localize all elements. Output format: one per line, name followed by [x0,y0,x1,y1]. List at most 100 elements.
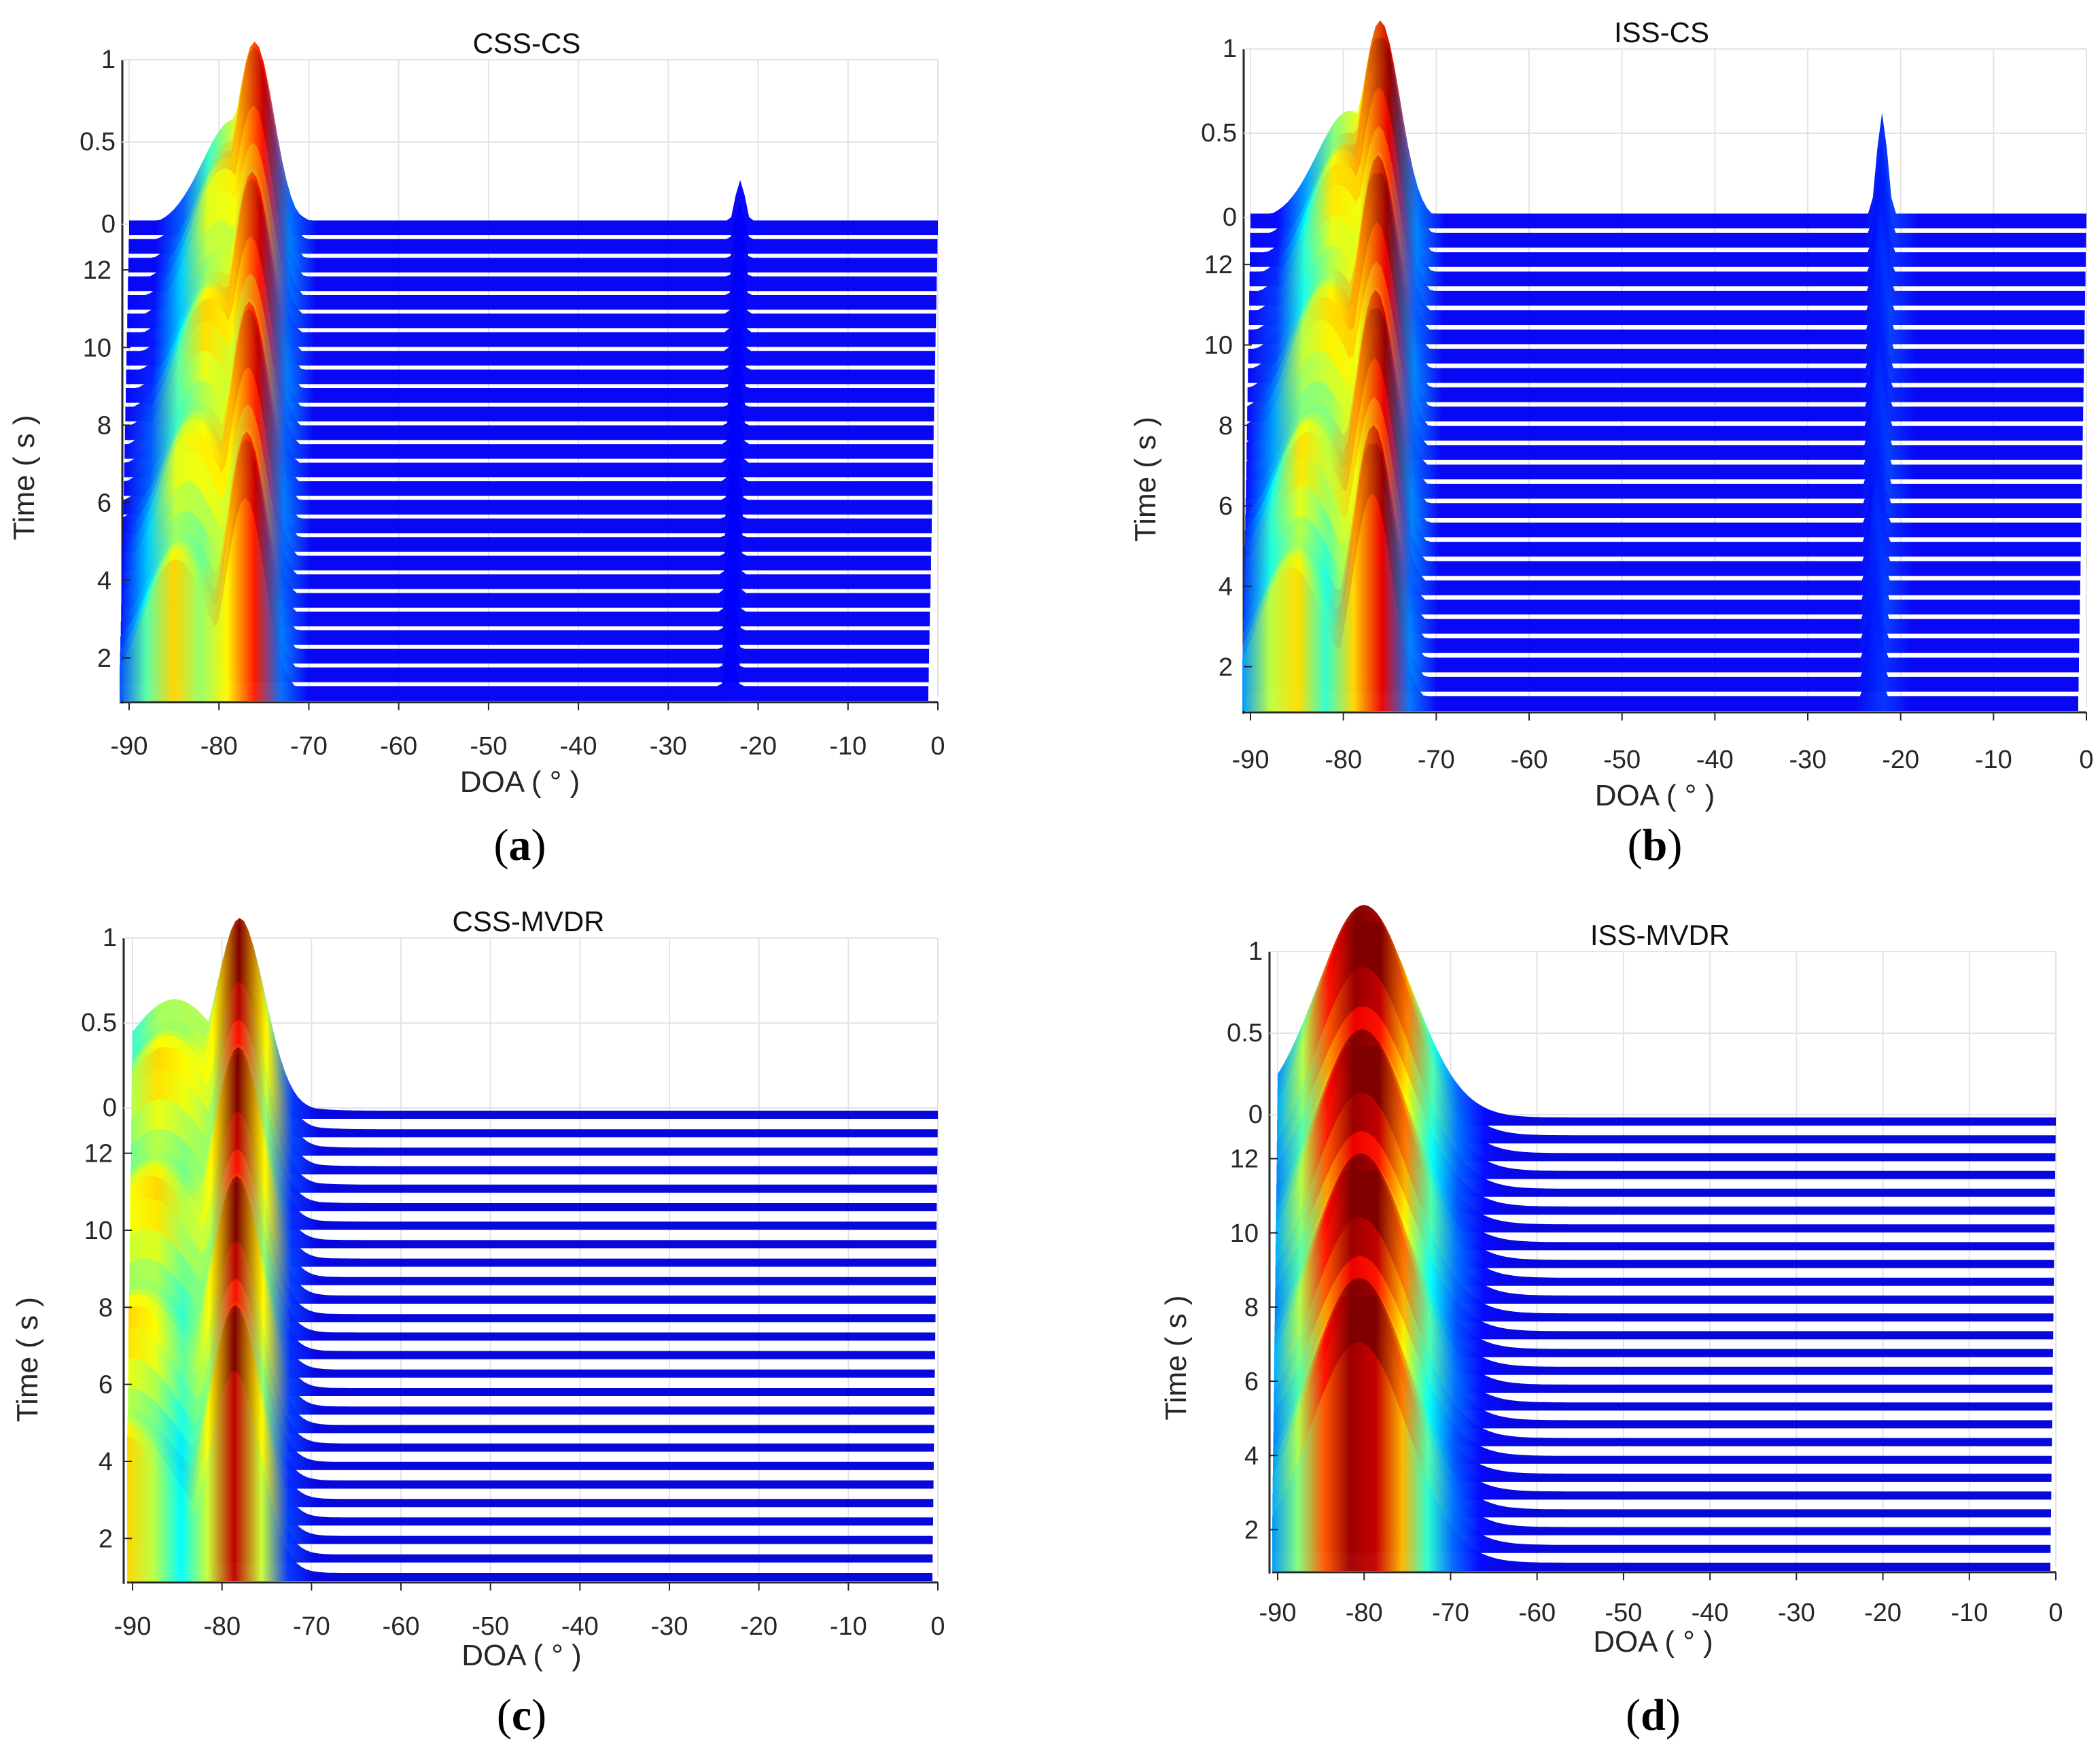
surface-slice [120,497,928,701]
x-tick-label: -90 [114,1612,152,1641]
y-tick-label: 4 [99,1448,113,1476]
x-tick-label: -50 [470,732,507,761]
x-tick-label: -50 [1603,746,1641,774]
x-tick-label: -50 [1605,1599,1642,1627]
surface-slice [1247,192,2084,421]
z-tick-label: 0.5 [1227,1019,1263,1047]
x-tick-label: -40 [1696,746,1734,774]
surface-slice [127,1371,932,1581]
caption-open-paren: ( [1628,820,1643,870]
chart-title: CSS-MVDR [452,905,604,937]
surface-slice [1243,424,2080,653]
caption-letter: c [512,1690,531,1740]
surface-slice [1245,308,2082,538]
x-tick-label: 0 [930,1612,945,1641]
x-tick-label: 0 [930,732,945,761]
y-tick-label: 4 [1244,1442,1259,1470]
z-tick-label: 0 [1223,203,1237,232]
z-tick-label: 0 [101,210,116,239]
y-tick-label: 2 [1219,653,1233,682]
y-tick-label: 10 [84,1217,113,1245]
surface [120,41,938,701]
x-tick-label: -90 [111,732,148,761]
y-tick-label: 2 [1244,1516,1259,1544]
y-tick-label: 10 [1204,332,1233,360]
caption-open-paren: ( [497,1690,512,1740]
y-axis-label: Time ( s ) [7,415,41,540]
y-tick-label: 6 [99,1371,113,1400]
y-tick-label: 2 [99,1525,113,1553]
z-tick-label: 1 [1248,937,1263,966]
caption-close-paren: ) [531,1690,546,1740]
surface-slice [1242,463,2079,692]
x-tick-label: -70 [293,1612,330,1641]
y-tick-label: 12 [83,256,111,285]
x-tick-label: -10 [830,1612,867,1641]
x-tick-label: -40 [561,1612,599,1641]
y-axis-label: Time ( s ) [11,1297,44,1422]
surface [1242,20,2086,711]
z-tick-label: 0 [1248,1100,1263,1129]
x-tick-label: -40 [560,732,597,761]
x-tick-label: -80 [1325,746,1362,774]
surface [127,918,938,1581]
x-tick-label: -20 [1882,746,1919,774]
caption-open-paren: ( [494,820,509,870]
x-tick-label: -30 [650,732,687,761]
surface-slice [1248,155,2084,383]
z-tick-label: 1 [1223,35,1237,63]
y-tick-label: 12 [1204,251,1233,279]
x-tick-label: -10 [1975,746,2012,774]
chart-title: ISS-CS [1614,16,1709,48]
surface-slice [1244,328,2081,557]
surface-slice [1243,443,2079,673]
caption-close-paren: ) [1667,820,1682,870]
x-tick-label: -60 [380,732,417,761]
panel-caption: (d) [1626,1690,1681,1740]
y-tick-label: 4 [97,567,111,595]
panel-caption: (a) [494,820,546,870]
x-tick-label: -30 [651,1612,688,1641]
caption-letter: b [1643,820,1668,870]
x-tick-label: -90 [1259,1599,1297,1627]
z-tick-label: 0 [103,1094,117,1122]
x-tick-label: 0 [2079,746,2093,774]
x-tick-label: -50 [472,1612,509,1641]
x-tick-label: -20 [740,1612,777,1641]
y-tick-label: 6 [97,489,111,518]
y-tick-label: 12 [84,1140,113,1168]
x-tick-label: -10 [1950,1599,1988,1627]
x-tick-label: -80 [203,1612,241,1641]
z-tick-label: 0.5 [81,1009,117,1037]
x-tick-label: -20 [739,732,777,761]
surface [1272,905,2056,1571]
surface-slice [1272,1342,2050,1571]
surface-slice [1250,20,2086,248]
y-tick-label: 10 [1230,1219,1259,1248]
surface-slice [1247,173,2084,402]
y-axis-label: Time ( s ) [1159,1295,1193,1420]
x-tick-label: -30 [1789,746,1827,774]
y-tick-label: 8 [1219,412,1233,440]
y-tick-label: 8 [99,1294,113,1322]
y-tick-label: 8 [1244,1294,1259,1322]
x-tick-label: -90 [1232,746,1270,774]
caption-close-paren: ) [1666,1690,1681,1740]
x-tick-label: -70 [1418,746,1455,774]
y-tick-label: 12 [1230,1145,1259,1174]
surface-slice [1242,493,2078,711]
y-tick-label: 10 [83,334,111,362]
y-tick-label: 6 [1244,1368,1259,1396]
surface-slice [1249,57,2086,287]
x-tick-label: -60 [383,1612,420,1641]
x-tick-label: 0 [2048,1599,2063,1627]
panel-caption: (b) [1628,820,1683,870]
x-tick-label: -60 [1511,746,1548,774]
x-tick-label: -10 [829,732,867,761]
x-axis-label: DOA ( ° ) [461,1639,582,1672]
x-tick-label: -80 [1346,1599,1383,1627]
